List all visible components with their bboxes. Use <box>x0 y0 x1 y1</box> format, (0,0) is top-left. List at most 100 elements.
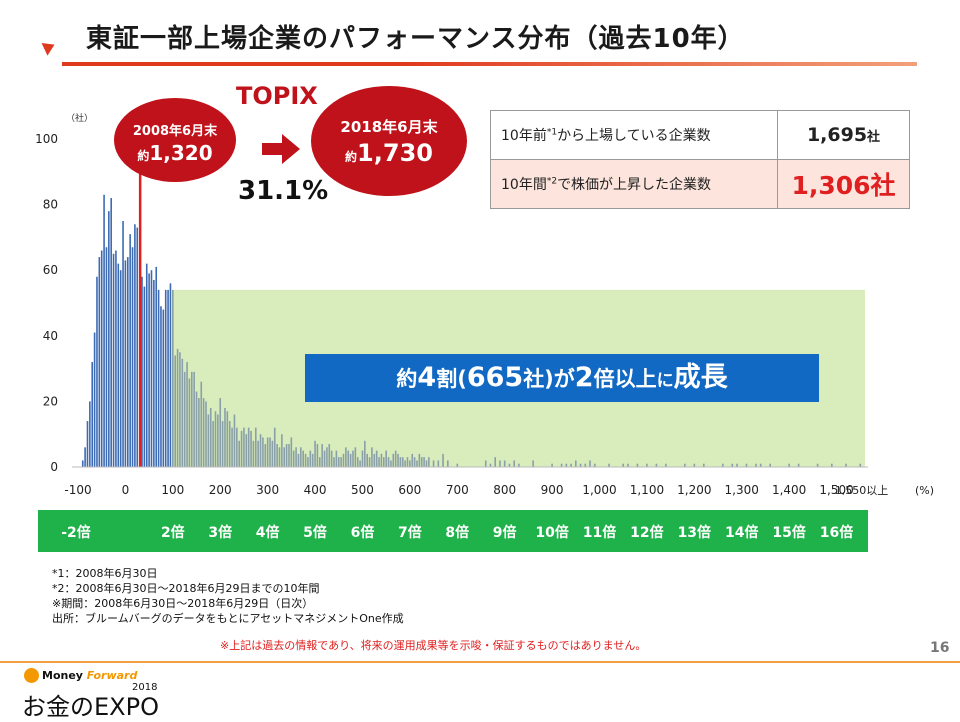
histogram-bar <box>437 460 440 467</box>
table-cell-label: 10年間*2で株価が上昇した企業数 <box>490 159 778 209</box>
histogram-bar <box>859 463 862 467</box>
multiple-label: 2倍 <box>160 525 185 541</box>
histogram-bar <box>285 444 288 467</box>
histogram-bar <box>359 460 361 467</box>
histogram-bar <box>399 457 402 467</box>
histogram-bar <box>117 263 120 467</box>
multiple-label: 8倍 <box>445 525 470 541</box>
histogram-bar <box>271 440 274 467</box>
histogram-bar <box>174 355 176 467</box>
histogram-bar <box>636 463 639 467</box>
histogram-bar <box>202 398 205 467</box>
histogram-bar <box>404 460 406 467</box>
histogram-bar <box>354 447 357 467</box>
topix-2008-date: 2008年6月末 <box>132 124 218 139</box>
histogram-bar <box>134 224 136 467</box>
histogram-bar <box>423 457 425 467</box>
x-tick-label: 1,200 <box>677 483 711 497</box>
topix-2018-ellipse: 2018年6月末 約1,730 <box>311 86 467 196</box>
histogram-bar <box>665 463 667 467</box>
disclaimer: ※上記は過去の情報であり、将来の運用成果等を示唆・保証するものではありません。 <box>220 639 647 652</box>
multiples-band: -2倍 2倍 3倍 4倍 5倍 6倍 7倍 8倍 9倍 10倍 11倍 12倍 13倍 14倍 15倍 16倍 <box>38 510 868 552</box>
histogram-bar <box>387 457 390 467</box>
histogram-bar <box>608 463 610 467</box>
y-tick-label: 80 <box>43 198 58 212</box>
histogram-bar <box>179 352 181 467</box>
histogram-bar <box>397 453 399 467</box>
histogram-bar <box>816 463 819 467</box>
histogram-bar <box>84 447 86 467</box>
histogram-bar <box>361 450 364 467</box>
histogram-bar <box>366 453 368 467</box>
histogram-bar <box>205 401 207 467</box>
histogram-bar <box>110 198 112 468</box>
histogram-bar <box>627 463 629 467</box>
histogram-bar <box>252 440 255 467</box>
histogram-bar <box>262 437 264 467</box>
histogram-bar <box>190 371 193 467</box>
histogram-bar <box>413 457 416 467</box>
histogram-bar <box>593 463 596 467</box>
histogram-bar <box>392 453 395 467</box>
histogram-bar <box>98 257 101 467</box>
histogram-bar <box>551 463 553 467</box>
histogram-bar <box>432 460 435 467</box>
x-tick-label: 200 <box>209 483 232 497</box>
histogram-bar <box>845 463 847 467</box>
topix-label: TOPIX <box>236 82 318 110</box>
histogram-bar <box>266 437 269 467</box>
histogram-bar <box>745 463 748 467</box>
histogram-bar <box>243 427 245 467</box>
histogram-bar <box>394 450 397 467</box>
histogram-bar <box>797 463 800 467</box>
histogram-bar <box>122 221 124 467</box>
multiple-label: 6倍 <box>350 525 375 541</box>
histogram-bar <box>93 332 96 467</box>
histogram-bar <box>295 447 297 467</box>
histogram-bar <box>513 460 515 467</box>
histogram-bar <box>337 457 340 467</box>
footnotes: *1：2008年6月30日 *2：2008年6月30日～2018年6月29日まで… <box>52 566 404 626</box>
histogram-bar <box>214 411 217 467</box>
histogram-bar <box>831 463 833 467</box>
x-tick-label: 1,500 <box>819 483 853 497</box>
histogram-bar <box>276 444 278 467</box>
histogram-bar <box>494 457 497 467</box>
histogram-bar <box>278 447 281 467</box>
multiple-label: 15倍 <box>772 525 806 541</box>
histogram-bar <box>508 463 511 467</box>
histogram-bar <box>148 273 150 467</box>
histogram-bar <box>326 447 328 467</box>
histogram-bar <box>160 306 162 467</box>
histogram-bar <box>342 453 345 467</box>
histogram-bar <box>228 421 231 467</box>
histogram-bar <box>115 250 117 467</box>
histogram-bar <box>304 453 307 467</box>
y-axis-unit-label: （社） <box>66 112 93 124</box>
multiple-label: 4倍 <box>255 525 280 541</box>
histogram-bar <box>646 463 648 467</box>
histogram-bar <box>167 289 169 467</box>
histogram-bar <box>195 391 198 467</box>
histogram-bar <box>176 348 179 467</box>
histogram-bar <box>143 286 146 467</box>
histogram-bar <box>759 463 762 467</box>
histogram-bar <box>240 430 243 467</box>
histogram-bar <box>721 463 724 467</box>
histogram-bar <box>103 194 105 467</box>
histogram-bar <box>371 447 373 467</box>
histogram-bar <box>330 450 333 467</box>
histogram-bar <box>254 427 257 467</box>
x-tick-label: 1,000 <box>582 483 616 497</box>
histogram-bar <box>382 457 385 467</box>
histogram-bar <box>401 457 404 467</box>
topix-2008-ellipse: 2008年6月末 約1,320 <box>114 98 236 182</box>
multiple-label: 3倍 <box>208 525 233 541</box>
x-tick-label: 700 <box>446 483 469 497</box>
histogram-bar <box>349 453 352 467</box>
table-cell-label: 10年前*1から上場している企業数 <box>490 110 778 160</box>
histogram-bar <box>693 463 696 467</box>
histogram-bar <box>245 434 248 467</box>
histogram-bar <box>356 457 359 467</box>
